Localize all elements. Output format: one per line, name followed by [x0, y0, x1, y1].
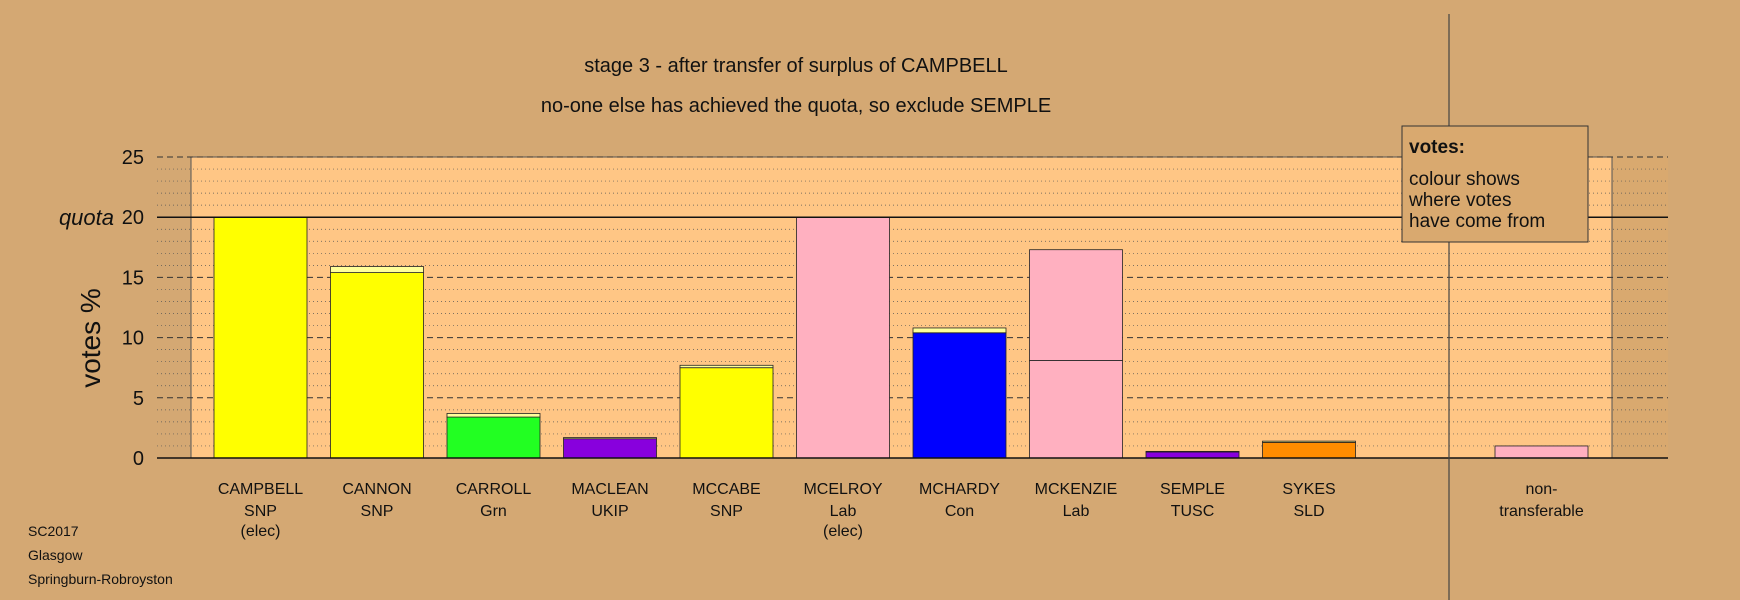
- candidate-name-mccabe: MCCABE: [692, 481, 760, 498]
- candidate-party-mckenzie: Lab: [1063, 503, 1090, 520]
- bar-cannon-segment-1: [330, 272, 424, 459]
- candidate-party-carroll: Grn: [480, 503, 507, 520]
- bar-carroll-segment-1: [446, 416, 541, 459]
- bar-sykes-segment-2: [1262, 440, 1356, 443]
- bar-campbell-segment-1: [213, 216, 308, 459]
- bar-cannon-segment-2: [330, 266, 424, 273]
- legend-line-1: colour shows: [1409, 169, 1520, 190]
- bar-mccabe-segment-2: [679, 364, 774, 369]
- footer-line-1: SC2017: [28, 523, 79, 539]
- bar-sykes-segment-1: [1262, 441, 1356, 459]
- candidate-note-mcelroy: (elec): [823, 523, 863, 540]
- y-tick-label: 5: [133, 388, 144, 410]
- candidate-party-semple: TUSC: [1171, 503, 1215, 520]
- legend: votes: colour shows where votes have com…: [1401, 125, 1589, 243]
- candidate-name-carroll: CARROLL: [456, 481, 532, 498]
- legend-line-2: where votes: [1408, 190, 1511, 211]
- footer-line-3: Springburn-Robroyston: [28, 571, 173, 587]
- candidate-name-mcelroy: MCELROY: [803, 481, 882, 498]
- y-tick-label: 15: [122, 267, 144, 289]
- candidate-party-mchardy: Con: [945, 503, 974, 520]
- legend-line-3: have come from: [1409, 211, 1545, 232]
- candidate-party-sykes: SLD: [1293, 503, 1324, 520]
- candidate-party-mccabe: SNP: [710, 503, 743, 520]
- bar-carroll-segment-2: [446, 413, 541, 418]
- candidate-note-campbell: (elec): [240, 523, 280, 540]
- bar-mchardy-segment-1: [912, 332, 1007, 459]
- y-tick-label: 20: [122, 207, 144, 229]
- bar-semple-segment-2: [1145, 450, 1240, 453]
- candidate-name-semple: SEMPLE: [1160, 481, 1225, 498]
- candidate-party-mcelroy: Lab: [830, 503, 857, 520]
- y-axis-label: votes %: [75, 288, 106, 388]
- candidate-name-mchardy: MCHARDY: [919, 481, 1000, 498]
- bars: [213, 216, 1589, 459]
- candidate-name-campbell: CAMPBELL: [218, 481, 303, 498]
- y-tick-label: 0: [133, 448, 144, 470]
- nontransferable-label-2: transferable: [1499, 503, 1584, 520]
- bar-semple-segment-1: [1145, 451, 1240, 459]
- bar-mccabe-segment-1: [679, 367, 774, 459]
- bar-maclean-segment-1: [563, 438, 657, 459]
- nontransferable-label-1: non-: [1525, 481, 1557, 498]
- candidate-party-cannon: SNP: [361, 503, 394, 520]
- bar-mchardy-segment-2: [912, 327, 1007, 334]
- chart-subtitle: no-one else has achieved the quota, so e…: [541, 95, 1051, 117]
- bar-nontransferable-segment-1: [1494, 445, 1589, 459]
- candidate-party-campbell: SNP: [244, 503, 277, 520]
- legend-title: votes:: [1409, 137, 1465, 158]
- plot-side-area: [1612, 157, 1668, 458]
- candidate-labels: CAMPBELL SNP (elec) CANNON SNP CARROLL Grn MACL…: [218, 481, 1584, 540]
- quota-label: quota: [59, 205, 114, 230]
- footer: SC2017 Glasgow Springburn-Robroyston: [28, 523, 173, 587]
- bar-maclean-segment-2: [563, 437, 657, 440]
- y-tick-label: 25: [122, 147, 144, 169]
- candidate-name-cannon: CANNON: [342, 481, 411, 498]
- candidate-name-sykes: SYKES: [1282, 481, 1335, 498]
- candidate-party-maclean: UKIP: [591, 503, 628, 520]
- footer-line-2: Glasgow: [28, 547, 83, 563]
- candidate-name-mckenzie: MCKENZIE: [1035, 481, 1118, 498]
- y-tick-label: 10: [122, 328, 144, 350]
- bar-mcelroy-segment-1: [796, 216, 890, 459]
- chart-title: stage 3 - after transfer of surplus of C…: [584, 55, 1008, 77]
- plot-background: [190, 156, 1668, 459]
- plot-area: [191, 157, 1612, 458]
- bar-mckenzie-segment-1: [1029, 360, 1123, 459]
- bar-mckenzie-segment-2: [1029, 249, 1123, 361]
- legend-box: [1401, 125, 1589, 243]
- candidate-name-maclean: MACLEAN: [571, 481, 648, 498]
